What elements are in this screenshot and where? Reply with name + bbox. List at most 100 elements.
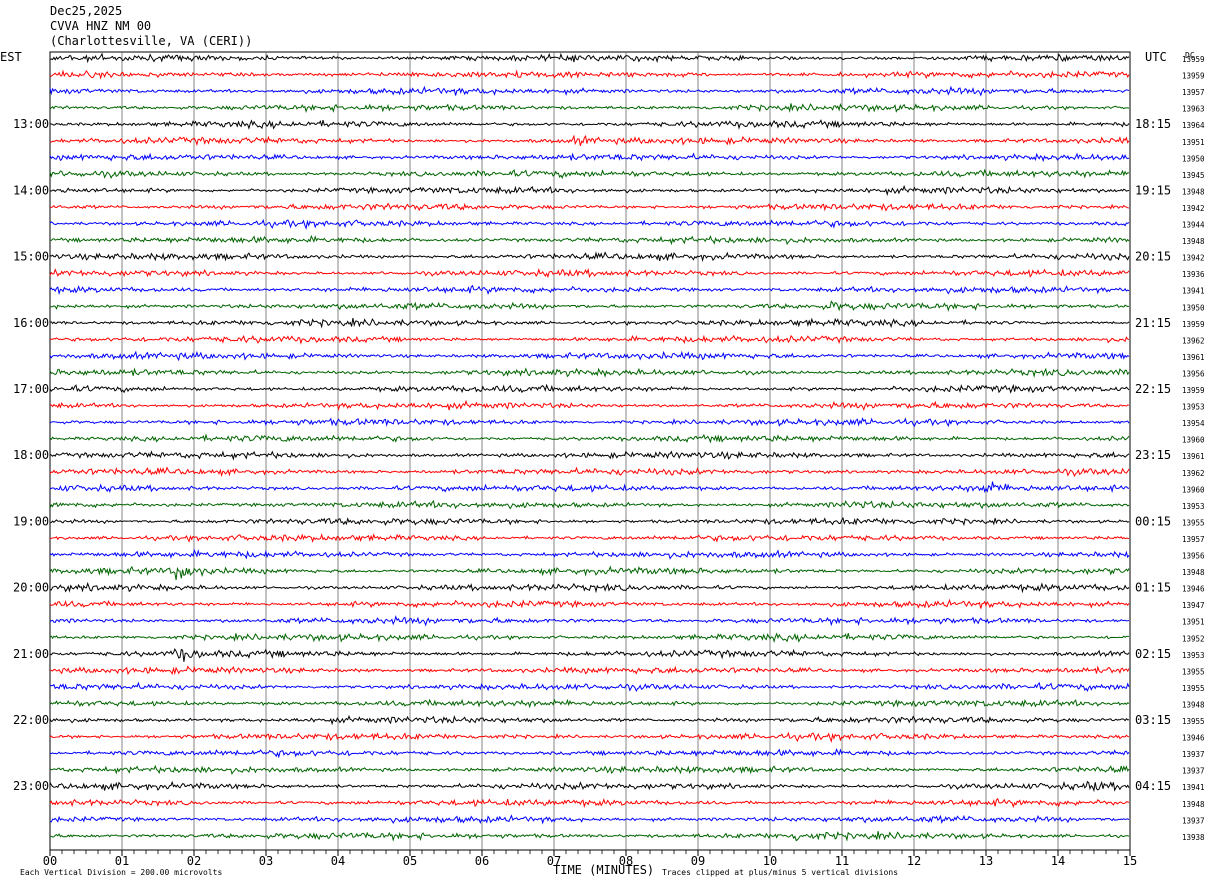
est-hour-label: 19:00 <box>13 514 49 528</box>
dc-value: 13936 <box>1182 270 1205 279</box>
dc-value: 13959 <box>1182 320 1205 329</box>
utc-hour-label: 19:15 <box>1135 183 1171 197</box>
trace-line <box>49 85 1130 97</box>
utc-hour-label: 21:15 <box>1135 316 1171 330</box>
trace-line <box>49 797 1130 809</box>
utc-hour-label: 04:15 <box>1135 779 1171 793</box>
dc-value: 13961 <box>1182 452 1205 461</box>
x-tick-label: 01 <box>115 854 129 868</box>
utc-axis-label: UTC <box>1145 50 1167 64</box>
x-tick-label: 07 <box>547 854 561 868</box>
dc-value: 13956 <box>1182 552 1205 561</box>
dc-value: 13963 <box>1182 105 1205 114</box>
dc-value: 13948 <box>1182 237 1205 246</box>
utc-hour-label: 02:15 <box>1135 647 1171 661</box>
dc-value: 13955 <box>1182 717 1205 726</box>
dc-value: 13948 <box>1182 700 1205 709</box>
trace-line <box>49 581 1130 594</box>
dc-value: 13961 <box>1182 353 1205 362</box>
est-hour-label: 13:00 <box>13 117 49 131</box>
dc-column-label: DC <box>1185 51 1195 60</box>
dc-value: 13942 <box>1182 204 1205 213</box>
dc-value: 13959 <box>1182 72 1205 81</box>
trace-line <box>49 383 1130 394</box>
trace-line <box>49 284 1130 296</box>
trace-line <box>49 317 1130 329</box>
trace-line <box>49 665 1130 676</box>
plot-frame <box>49 51 1131 851</box>
dc-value: 13964 <box>1182 121 1205 130</box>
trace-line <box>49 764 1130 776</box>
trace-line <box>49 350 1130 362</box>
dc-value: 13951 <box>1182 138 1205 147</box>
dc-value: 13951 <box>1182 618 1205 627</box>
trace-line <box>49 731 1130 743</box>
x-tick-label: 11 <box>835 854 849 868</box>
trace-line <box>49 831 1130 842</box>
est-hour-label: 20:00 <box>13 581 49 595</box>
x-tick-label: 15 <box>1123 854 1137 868</box>
trace-line <box>49 119 1130 130</box>
trace-line <box>49 481 1130 494</box>
utc-hour-label: 01:15 <box>1135 581 1171 595</box>
dc-value: 13957 <box>1182 88 1205 97</box>
utc-hour-label: 23:15 <box>1135 448 1171 462</box>
x-tick-label: 06 <box>475 854 489 868</box>
est-hour-label: 16:00 <box>13 316 49 330</box>
trace-line <box>49 598 1130 609</box>
x-tick-label: 02 <box>187 854 201 868</box>
x-tick-label: 00 <box>43 854 57 868</box>
dc-value: 13950 <box>1182 303 1205 312</box>
utc-hour-label: 03:15 <box>1135 713 1171 727</box>
trace-line <box>49 466 1130 478</box>
dc-value: 13959 <box>1182 386 1205 395</box>
trace-line <box>49 780 1130 793</box>
dc-value: 13957 <box>1182 535 1205 544</box>
dc-value: 13962 <box>1182 469 1205 478</box>
est-axis-label: EST <box>0 50 22 64</box>
dc-value: 13946 <box>1182 585 1205 594</box>
dc-value: 13948 <box>1182 568 1205 577</box>
trace-line <box>49 698 1130 709</box>
dc-value: 13954 <box>1182 419 1205 428</box>
x-tick-label: 05 <box>403 854 417 868</box>
dc-value: 13955 <box>1182 684 1205 693</box>
dc-value: 13953 <box>1182 403 1205 412</box>
dc-value: 13955 <box>1182 518 1205 527</box>
station-name: CVVA HNZ NM 00 <box>50 19 152 33</box>
x-tick-label: 12 <box>907 854 921 868</box>
dc-value: 13952 <box>1182 634 1205 643</box>
dc-value: 13955 <box>1182 667 1205 676</box>
x-tick-label: 08 <box>619 854 633 868</box>
trace-line <box>49 433 1130 444</box>
trace-line <box>49 234 1130 246</box>
x-tick-label: 04 <box>331 854 345 868</box>
dc-value: 13960 <box>1182 436 1205 445</box>
trace-line <box>49 417 1130 428</box>
x-axis-title: TIME (MINUTES) <box>553 863 654 877</box>
footer-right-note: Traces clipped at plus/minus 5 vertical … <box>662 868 898 877</box>
trace-line <box>49 168 1130 180</box>
trace-line <box>49 814 1130 825</box>
dc-value: 13937 <box>1182 767 1205 776</box>
utc-hour-label: 00:15 <box>1135 514 1171 528</box>
trace-line <box>49 334 1130 345</box>
trace-line <box>49 399 1130 411</box>
est-hour-label: 17:00 <box>13 382 49 396</box>
dc-value: 13938 <box>1182 833 1205 842</box>
utc-hour-label: 20:15 <box>1135 250 1171 264</box>
est-hour-label: 21:00 <box>13 647 49 661</box>
utc-hour-label: 22:15 <box>1135 382 1171 396</box>
est-hour-label: 22:00 <box>13 713 49 727</box>
dc-value: 13956 <box>1182 369 1205 378</box>
est-hour-label: 14:00 <box>13 183 49 197</box>
grid-lines <box>49 51 1131 851</box>
trace-line <box>49 565 1130 581</box>
dc-value: 13960 <box>1182 485 1205 494</box>
est-hour-label: 23:00 <box>13 779 49 793</box>
dc-value: 13953 <box>1182 651 1205 660</box>
dc-value: 13948 <box>1182 800 1205 809</box>
trace-line <box>49 450 1130 461</box>
x-tick-label: 10 <box>763 854 777 868</box>
